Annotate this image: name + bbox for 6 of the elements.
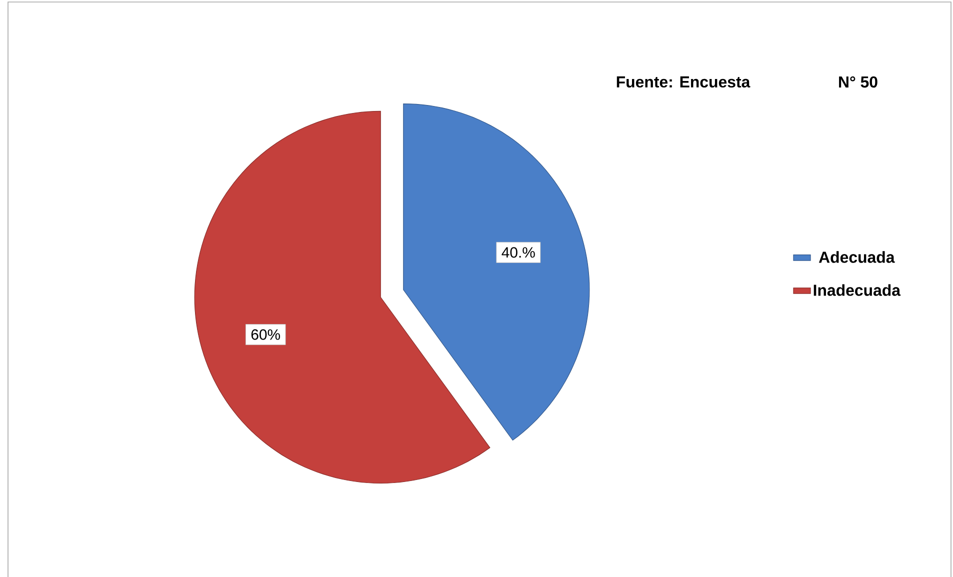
data-label: 60% [251, 329, 280, 340]
legend-label: Adecuada [818, 251, 895, 263]
legend-label: Inadecuada [814, 284, 901, 296]
data-label: 40.% [502, 247, 535, 258]
source-note: Fuente: Encuesta [616, 76, 750, 88]
text: N° 50 [839, 76, 878, 88]
